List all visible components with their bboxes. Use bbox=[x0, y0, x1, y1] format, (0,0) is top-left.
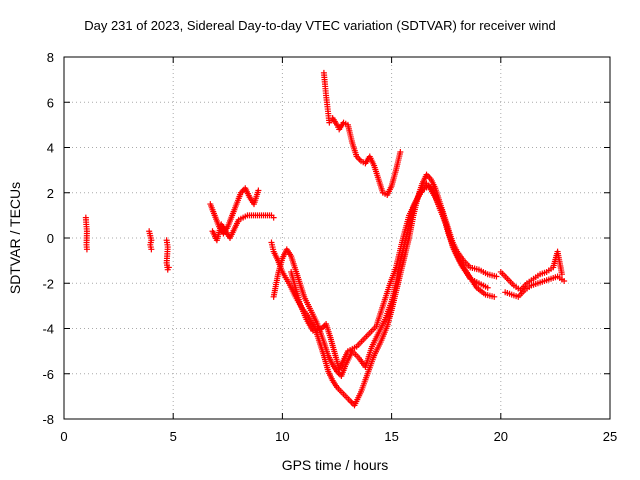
x-axis-ticks: 0 5 10 15 20 25 bbox=[60, 57, 617, 444]
x-tick-label: 10 bbox=[275, 429, 289, 444]
data-point bbox=[558, 271, 565, 278]
x-tick-label: 5 bbox=[170, 429, 177, 444]
data-point bbox=[83, 246, 90, 253]
y-tick-label: 2 bbox=[47, 186, 54, 201]
x-tick-label: 25 bbox=[603, 429, 617, 444]
y-axis-ticks: -8 -6 -4 -2 0 2 4 6 8 bbox=[42, 50, 610, 427]
data-point bbox=[493, 273, 500, 280]
data-point bbox=[484, 284, 491, 291]
y-axis-label: SDTVAR / TECUs bbox=[7, 182, 23, 294]
data-point bbox=[165, 264, 172, 271]
y-tick-label: 0 bbox=[47, 231, 54, 246]
data-point bbox=[397, 149, 404, 156]
x-tick-label: 0 bbox=[60, 429, 67, 444]
data-point bbox=[491, 293, 498, 300]
data-points bbox=[82, 69, 568, 409]
y-tick-label: 4 bbox=[47, 141, 54, 156]
x-tick-label: 20 bbox=[494, 429, 508, 444]
data-point bbox=[255, 187, 262, 194]
y-tick-label: -8 bbox=[42, 412, 54, 427]
y-tick-label: 8 bbox=[47, 50, 54, 65]
y-tick-label: -2 bbox=[42, 276, 54, 291]
data-point bbox=[561, 277, 568, 284]
data-point bbox=[270, 214, 277, 221]
y-tick-label: -4 bbox=[42, 322, 54, 337]
x-tick-label: 15 bbox=[384, 429, 398, 444]
x-axis-label: GPS time / hours bbox=[282, 457, 389, 473]
y-tick-label: 6 bbox=[47, 95, 54, 110]
grid-lines bbox=[64, 57, 610, 419]
y-tick-label: -6 bbox=[42, 367, 54, 382]
data-point bbox=[148, 246, 155, 253]
chart-title: Day 231 of 2023, Sidereal Day-to-day VTE… bbox=[84, 18, 556, 33]
